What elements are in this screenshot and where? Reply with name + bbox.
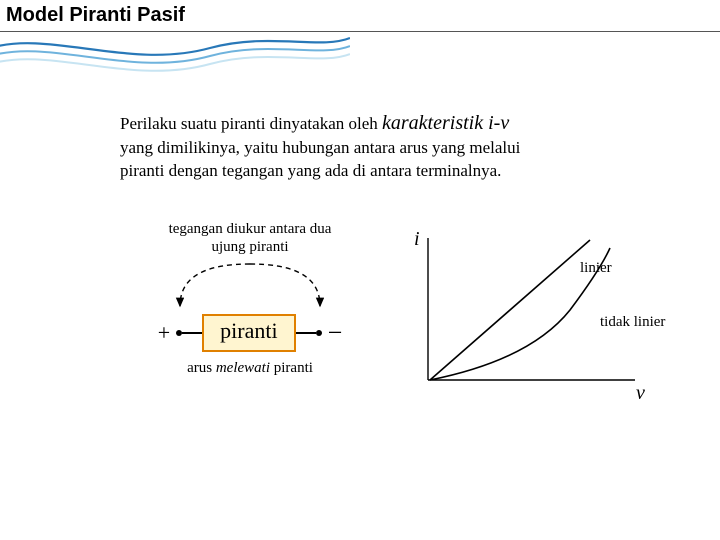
slide-title: Model Piranti Pasif (6, 4, 185, 27)
terminal-wire-right (296, 332, 316, 334)
axis-label-v: v (636, 382, 645, 405)
axis-label-i: i (414, 228, 420, 251)
iv-chart-svg (410, 230, 650, 390)
minus-terminal: − (328, 318, 343, 348)
caption-current: arus melewati piranti (120, 360, 380, 377)
terminal-dot-right (316, 330, 322, 336)
device-diagram: tegangan diukur antara dua ujung piranti… (120, 220, 380, 420)
label-nonlinear: tidak linier (600, 314, 665, 331)
plus-terminal: + (158, 320, 170, 346)
body-line3: piranti dengan tegangan yang ada di anta… (120, 161, 501, 180)
iv-chart: i linier tidak linier v (410, 230, 690, 420)
body-line1-pre: Perilaku suatu piranti dinyatakan oleh (120, 114, 382, 133)
dashed-arrows (160, 262, 340, 314)
body-line2: yang dimilikinya, yaitu hubungan antara … (120, 138, 520, 157)
device-row: + piranti − (120, 314, 380, 352)
device-box: piranti (202, 314, 295, 352)
body-paragraph: Perilaku suatu piranti dinyatakan oleh k… (120, 110, 660, 183)
terminal-wire-left (182, 332, 202, 334)
caption-voltage: tegangan diukur antara dua ujung piranti (120, 220, 380, 256)
label-linear: linier (580, 260, 612, 277)
body-emphasis: karakteristik i-v (382, 112, 509, 134)
decorative-wave (0, 30, 350, 100)
